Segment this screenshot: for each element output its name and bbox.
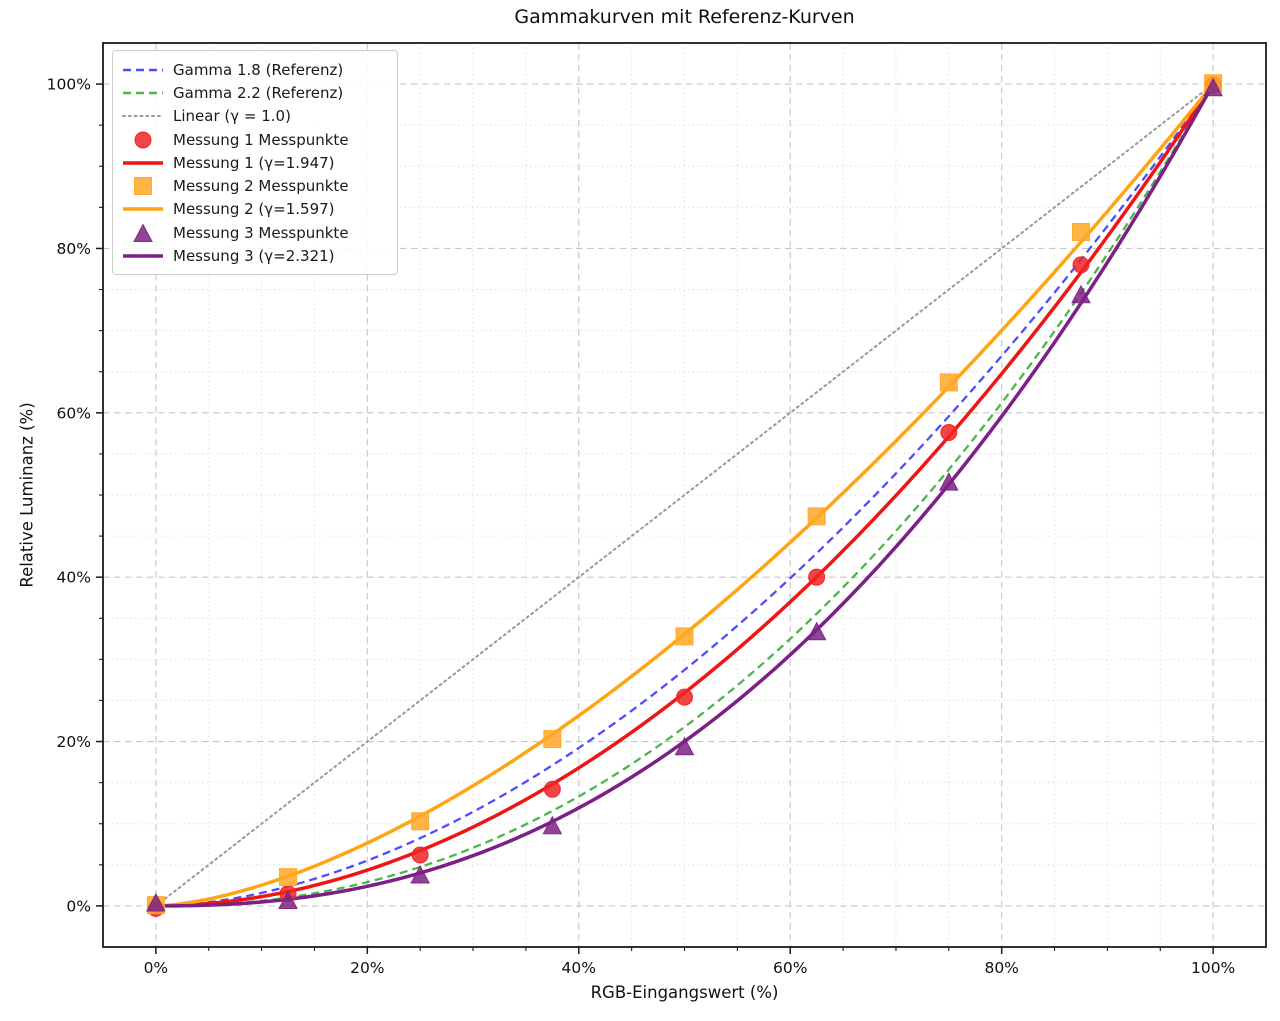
legend-marker-triangle-icon: [133, 223, 153, 242]
legend-item-gamma-1-8-referenz: Gamma 1.8 (Referenz): [121, 58, 387, 81]
marker-triangle: [410, 864, 431, 884]
marker-triangle: [806, 621, 827, 641]
marker-circle: [134, 131, 152, 149]
marker-triangle: [1203, 77, 1223, 97]
y-tick-label: 100%: [47, 76, 91, 94]
x-tick-label: 60%: [773, 959, 807, 977]
legend-sample: [121, 154, 165, 172]
legend-dashed-line-icon: [123, 91, 163, 95]
legend-sample: [121, 131, 165, 149]
axis-ticks: [96, 83, 1214, 954]
marker-circle: [1072, 256, 1090, 274]
marker-circle: [543, 780, 561, 798]
legend-label: Messung 2 Messpunkte: [173, 177, 349, 196]
y-tick-label: 60%: [57, 404, 91, 422]
marker-triangle: [278, 890, 298, 909]
marker-circle: [940, 424, 958, 442]
marker-square: [134, 177, 152, 196]
y-tick-labels: 0% 20% 40% 60% 80% 100%: [47, 76, 91, 916]
legend-dotted-line-icon: [122, 115, 164, 118]
marker-circle: [676, 688, 693, 706]
legend-label: Gamma 1.8 (Referenz): [173, 60, 344, 79]
curve-gamma-2-2-referenz: [155, 83, 1215, 908]
marker-circle: [411, 846, 429, 864]
x-tick-label: 100%: [1191, 959, 1235, 977]
legend-sample: [121, 223, 165, 242]
legend-marker-circle-icon: [134, 131, 152, 149]
legend-item-linear-1-0: Linear (γ = 1.0): [121, 105, 387, 128]
legend-label: Messung 3 (γ=2.321): [173, 247, 335, 266]
y-tick-label: 20%: [57, 733, 91, 751]
legend-solid-line-icon: [123, 254, 163, 258]
marker-square: [411, 812, 430, 831]
y-tick-label: 0%: [66, 897, 91, 915]
x-tick-labels: 0% 20% 40% 60% 80% 100%: [144, 959, 1236, 977]
curve-gamma-1-8-referenz: [155, 83, 1215, 908]
marker-square: [807, 507, 826, 526]
legend-sample: [121, 247, 165, 265]
y-tick-label: 40%: [57, 569, 91, 587]
legend-item-messung-1-messpunkte: Messung 1 Messpunkte: [121, 128, 387, 151]
legend-sample: [121, 107, 165, 125]
marker-triangle: [542, 815, 563, 835]
marker-triangle: [146, 892, 166, 912]
legend-sample: [121, 177, 165, 196]
legend-item-messung-1-1-947: Messung 1 (γ=1.947): [121, 151, 387, 174]
chart-title: Gammakurven mit Referenz-Kurven: [514, 6, 855, 28]
legend-item-messung-3-2-321: Messung 3 (γ=2.321): [121, 244, 387, 267]
legend-solid-line-icon: [123, 207, 163, 212]
legend-sample: [121, 61, 165, 79]
x-tick-label: 40%: [562, 959, 596, 977]
marker-triangle: [133, 223, 153, 242]
legend-sample: [121, 84, 165, 102]
legend-item-messung-3-messpunkte: Messung 3 Messpunkte: [121, 221, 387, 244]
legend-label: Messung 3 Messpunkte: [173, 223, 349, 242]
legend-label: Messung 2 (γ=1.597): [173, 200, 335, 219]
legend-item-messung-2-1-597: Messung 2 (γ=1.597): [121, 198, 387, 221]
marker-square: [543, 730, 562, 749]
legend-label: Messung 1 (γ=1.947): [173, 153, 335, 172]
legend: Gamma 1.8 (Referenz) Gamma 2.2 (Referenz)…: [112, 50, 398, 275]
marker-circle: [808, 568, 826, 586]
x-tick-label: 80%: [984, 959, 1018, 977]
legend-item-gamma-2-2-referenz: Gamma 2.2 (Referenz): [121, 81, 387, 104]
points-messung-3-messpunkte: [146, 77, 1223, 912]
marker-square: [675, 627, 694, 646]
legend-label: Linear (γ = 1.0): [173, 107, 291, 126]
y-tick-label: 80%: [57, 240, 91, 258]
marker-square: [279, 868, 298, 887]
curve-linear-1-0: [154, 83, 1215, 907]
marker-square: [1071, 223, 1090, 242]
legend-item-messung-2-messpunkte: Messung 2 Messpunkte: [121, 174, 387, 197]
legend-solid-line-icon: [123, 161, 163, 165]
legend-marker-square-icon: [134, 177, 152, 196]
x-axis-label: RGB-Eingangswert (%): [590, 983, 779, 1002]
legend-dashed-line-icon: [123, 68, 163, 71]
marker-triangle: [674, 736, 695, 756]
x-tick-label: 20%: [350, 959, 384, 977]
x-tick-label: 0%: [144, 959, 169, 977]
marker-triangle: [938, 472, 959, 491]
marker-square: [939, 373, 958, 392]
major-grid: [103, 43, 1266, 947]
legend-sample: [121, 200, 165, 218]
legend-label: Messung 1 Messpunkte: [173, 130, 349, 149]
legend-label: Gamma 2.2 (Referenz): [173, 83, 344, 102]
marker-triangle: [1071, 284, 1091, 304]
